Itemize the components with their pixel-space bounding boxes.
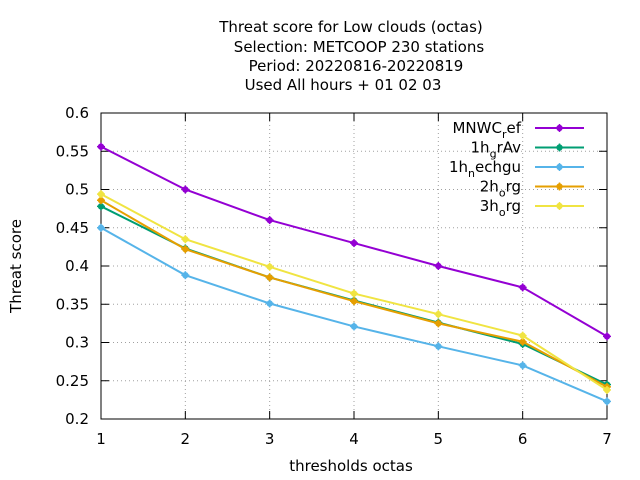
x-tick-label-1: 2 xyxy=(181,430,191,448)
title-line-4: Used All hours + 01 02 03 xyxy=(245,76,442,94)
legend-marker-0 xyxy=(555,124,564,132)
series-2-point-3 xyxy=(350,322,358,331)
y-axis-label: Threat score xyxy=(7,219,25,314)
y-tick-label-4: 0.4 xyxy=(65,257,89,275)
series-2 xyxy=(97,223,611,406)
y-tick-label-7: 0.55 xyxy=(56,142,89,160)
series-0-point-2 xyxy=(265,216,274,225)
legend-marker-4 xyxy=(555,202,564,210)
legend-entry-3: 2horg xyxy=(480,178,584,200)
legend-label-base-3: 2h xyxy=(480,178,499,196)
legend-label-sub-4: o xyxy=(499,206,506,219)
series-0-point-1 xyxy=(181,185,190,194)
title-line-1: Threat score for Low clouds (octas) xyxy=(218,18,483,36)
series-4 xyxy=(97,190,611,394)
x-tick-label-5: 6 xyxy=(518,430,528,448)
series-4-point-6 xyxy=(603,385,611,394)
y-tick-label-3: 0.35 xyxy=(56,295,89,313)
series-2-point-5 xyxy=(518,361,527,370)
legend-label-base-4: 3h xyxy=(480,197,499,215)
series-3 xyxy=(97,196,611,391)
legend-label-rest-0: ef xyxy=(506,119,521,137)
legend-entry-2: 1hnechgu xyxy=(449,158,584,180)
legend-label-3: 2horg xyxy=(480,178,521,200)
legend-label-base-0: MNWC xyxy=(452,119,501,137)
series-4-point-5 xyxy=(518,331,527,340)
series-3-point-3 xyxy=(350,297,358,306)
series-4-point-0 xyxy=(97,190,105,199)
series-4-point-2 xyxy=(265,262,274,271)
legend-entry-4: 3horg xyxy=(480,197,584,219)
legend-label-sub-3: o xyxy=(499,187,506,200)
series-0-point-0 xyxy=(97,142,105,151)
legend-marker-3 xyxy=(555,182,564,191)
title-line-3: Period: 20220816-20220819 xyxy=(249,57,464,75)
x-tick-label-4: 5 xyxy=(434,430,444,448)
legend-label-2: 1hnechgu xyxy=(449,158,521,180)
y-tick-label-0: 0.2 xyxy=(65,410,89,428)
series-3-point-1 xyxy=(181,245,190,254)
series-4-point-1 xyxy=(181,235,190,244)
series-3-point-4 xyxy=(434,319,443,328)
legend-label-sub-1: g xyxy=(490,148,497,161)
series-0 xyxy=(97,142,611,341)
legend-label-rest-1: rAv xyxy=(497,139,522,157)
y-tick-label-1: 0.25 xyxy=(56,372,89,390)
series-2-point-6 xyxy=(603,397,611,406)
series-2-point-4 xyxy=(434,342,443,351)
chart-title: Threat score for Low clouds (octas) Sele… xyxy=(218,18,484,94)
x-tick-label-2: 3 xyxy=(265,430,275,448)
legend-marker-1 xyxy=(555,143,564,152)
legend-label-1: 1hgrAv xyxy=(471,139,522,161)
x-axis-label: thresholds octas xyxy=(289,457,413,475)
series-0-point-5 xyxy=(518,283,527,292)
legend-label-sub-2: n xyxy=(468,167,475,180)
legend-entry-0: MNWCref xyxy=(452,119,584,141)
legend-label-rest-3: rg xyxy=(506,178,521,196)
legend-label-base-1: 1h xyxy=(471,139,490,157)
legend-label-sub-0: r xyxy=(502,128,507,141)
legend-label-base-2: 1h xyxy=(449,158,468,176)
legend-marker-2 xyxy=(555,163,564,171)
series-2-point-1 xyxy=(181,271,190,280)
legend-entry-1: 1hgrAv xyxy=(471,139,584,161)
legend-label-rest-2: echgu xyxy=(475,158,521,176)
y-tick-label-6: 0.5 xyxy=(65,181,89,199)
series-0-point-3 xyxy=(350,239,358,248)
series-0-point-6 xyxy=(603,332,611,341)
x-tick-label-6: 7 xyxy=(602,430,612,448)
series-2-point-2 xyxy=(265,299,274,308)
series-2-point-0 xyxy=(97,223,105,232)
series-4-point-3 xyxy=(350,289,358,298)
y-tick-label-2: 0.3 xyxy=(65,334,89,352)
axes: 0.2 0.25 0.3 0.35 0.4 0.45 0.5 0.55 0.6 1 2 3 4 5 6 7 xyxy=(56,104,612,448)
legend-label-0: MNWCref xyxy=(452,119,521,141)
x-tick-label-0: 1 xyxy=(96,430,106,448)
y-tick-label-5: 0.45 xyxy=(56,219,89,237)
legend-label-rest-4: rg xyxy=(506,197,521,215)
series-3-point-2 xyxy=(265,273,274,282)
y-tick-label-8: 0.6 xyxy=(65,104,89,122)
series-0-point-4 xyxy=(434,262,443,270)
legend-label-4: 3horg xyxy=(480,197,521,219)
data-series xyxy=(97,142,611,406)
series-4-point-4 xyxy=(434,310,443,319)
grid-lines xyxy=(101,113,607,419)
title-line-2: Selection: METCOOP 230 stations xyxy=(234,38,485,56)
x-tick-label-3: 4 xyxy=(349,430,359,448)
